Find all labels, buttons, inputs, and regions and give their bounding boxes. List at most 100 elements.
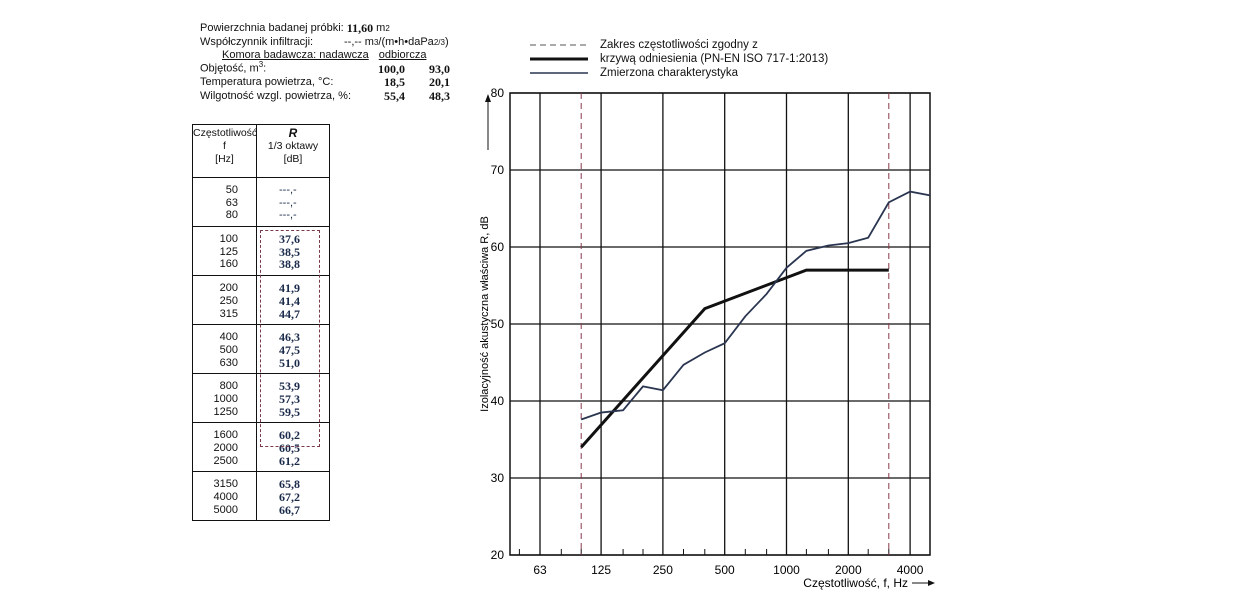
r-value-cell: 38,5: [279, 244, 300, 259]
infil-unit-sup: 3: [373, 37, 379, 47]
r-value-cell: 57,3: [279, 391, 300, 406]
temp-label: Temperatura powietrza, °C:: [200, 76, 334, 88]
freq-cell: 500: [219, 343, 238, 356]
freq-cell: 80: [225, 209, 238, 222]
x-axis-label: Częstotliwość, f, Hz: [803, 576, 908, 590]
freq-cell: 800: [219, 380, 238, 393]
freq-cell: 1600: [213, 429, 238, 442]
x-tick-label: 1000: [773, 563, 800, 577]
chart-legend: Zakres częstotliwości zgodny z krzywą od…: [530, 38, 828, 80]
table-group: 200 250 315 41,9 41,4 44,7: [193, 276, 329, 326]
infil-unit-rest-sup: 2/3: [433, 37, 445, 47]
freq-header-line2: f: [223, 140, 226, 152]
chambers-row: Komora badawcza: nadawcza odbiorcza: [200, 49, 490, 63]
table-group: 1600 2000 2500 60,2 60,5 61,2: [193, 423, 329, 473]
hum-send: 55,4: [384, 88, 405, 103]
freq-cell: 400: [219, 331, 238, 344]
y-tick-label: 30: [491, 471, 505, 485]
freq-cell-group: 50 63 80: [193, 178, 257, 227]
reference-curve: [580, 268, 889, 449]
volume-label-wrap: Objętość, m3:: [200, 58, 350, 76]
hum-label: Wilgotność wzgl. powietrza, %:: [200, 89, 351, 102]
table-group: 400 500 630 46,3 47,5 51,0: [193, 325, 329, 375]
freq-cell: 315: [219, 307, 238, 320]
y-tick-label: 50: [491, 317, 505, 331]
freq-cell: 100: [219, 233, 238, 246]
r-cell-group: 46,3 47,5 51,0: [257, 325, 329, 373]
hum-recv: 48,3: [429, 88, 450, 103]
r-value-cell: 65,8: [279, 477, 300, 492]
legend-swatch-measured: [530, 66, 588, 80]
r-header-line2: 1/3 oktawy: [267, 140, 319, 152]
r-column-header: R 1/3 oktawy [dB]: [257, 125, 329, 177]
legend-measured-text: Zmierzona charakterystyka: [600, 67, 739, 79]
r-value-cell: ---,-: [279, 209, 297, 222]
r-cell-group: 53,9 57,3 59,5: [257, 374, 329, 422]
x-tick-label: 500: [715, 563, 735, 577]
r-value-cell: 60,5: [279, 441, 300, 455]
freq-cell: 250: [219, 294, 238, 307]
volume-row: Objętość, m3: 100,0 93,0: [200, 60, 490, 77]
chambers-label2: odbiorcza: [378, 49, 427, 61]
r-value-cell: 67,2: [279, 490, 300, 505]
table-header: Częstotliwość f [Hz] R 1/3 oktawy [dB]: [193, 125, 329, 178]
temp-recv: 20,1: [429, 75, 450, 89]
freq-cell: 1250: [213, 405, 238, 418]
freq-cell: 63: [225, 196, 238, 209]
r-cell-group: 37,6 38,5 38,8: [257, 227, 329, 275]
freq-cell-group: 3150 4000 5000: [193, 472, 257, 521]
infil-row: Współczynnik infiltracji: --,-- m 3/(m•h•…: [200, 36, 490, 50]
legend-dashed-text: Zakres częstotliwości zgodny z: [600, 39, 758, 51]
r-header-line1: R: [288, 126, 298, 140]
infil-value: --,--: [344, 35, 362, 48]
infil-label: Współczynnik infiltracji:: [200, 35, 314, 48]
r-value-cell: ---,-: [279, 196, 297, 209]
legend-item-measured: Zmierzona charakterystyka: [530, 66, 828, 80]
r-value-cell: 60,2: [279, 428, 300, 443]
y-tick-label: 20: [491, 548, 505, 562]
r-value-cell: 46,3: [279, 330, 300, 345]
infil-unit-rest: /(m•h•daPa: [378, 35, 434, 48]
r-value-cell: 51,0: [279, 355, 300, 370]
measured-curve: [580, 190, 931, 421]
y-axis-arrowhead: [485, 94, 491, 102]
r-value-cell: 53,9: [279, 379, 300, 394]
table-group: 100 125 160 37,6 38,5 38,8: [193, 227, 329, 277]
area-value: 11,60: [346, 21, 374, 35]
r-value-cell: 61,2: [279, 453, 300, 468]
table-group: 800 1000 1250 53,9 57,3 59,5: [193, 374, 329, 424]
x-tick-label: 63: [533, 563, 547, 577]
x-tick-label: 125: [591, 563, 611, 577]
freq-cell: 2500: [213, 454, 238, 467]
results-table: Częstotliwość f [Hz] R 1/3 oktawy [dB] 5…: [192, 124, 330, 522]
r-value-cell: 41,4: [279, 293, 300, 308]
r-value-cell: ---,-: [279, 184, 297, 196]
r-value-cell: 38,8: [279, 257, 300, 272]
volume-recv: 93,0: [429, 61, 450, 76]
x-tick-label: 250: [653, 563, 673, 577]
table-group: 50 63 80 ---,- ---,- ---,-: [193, 178, 329, 228]
y-tick-label: 70: [491, 163, 505, 177]
area-label: Powierzchnia badanej próbki:: [200, 22, 344, 34]
x-axis-arrowhead: [928, 580, 935, 586]
y-tick-label: 60: [491, 240, 505, 254]
legend-item-reference: krzywą odniesienia (PN-EN ISO 717-1:2013…: [530, 52, 828, 66]
y-tick-label: 80: [491, 86, 505, 100]
hum-row: Wilgotność wzgl. powietrza, %: 55,4 48,3: [200, 88, 490, 104]
r-cell-group: 65,8 67,2 66,7: [257, 472, 329, 520]
r-cell-group: 60,2 60,5 61,2: [257, 423, 329, 471]
r-value-cell: 47,5: [279, 342, 300, 357]
volume-sup: 3: [258, 59, 264, 69]
freq-cell: 3150: [213, 478, 238, 491]
freq-cell-group: 800 1000 1250: [193, 374, 257, 423]
x-tick-label: 4000: [897, 563, 924, 577]
freq-cell-group: 100 125 160: [193, 227, 257, 276]
chambers-label: Komora badawcza: nadawcza: [222, 49, 369, 61]
infil-unit: m: [364, 35, 374, 48]
x-tick-label: 2000: [835, 563, 862, 577]
legend-swatch-reference: [530, 52, 588, 66]
volume-colon: :: [263, 62, 267, 75]
